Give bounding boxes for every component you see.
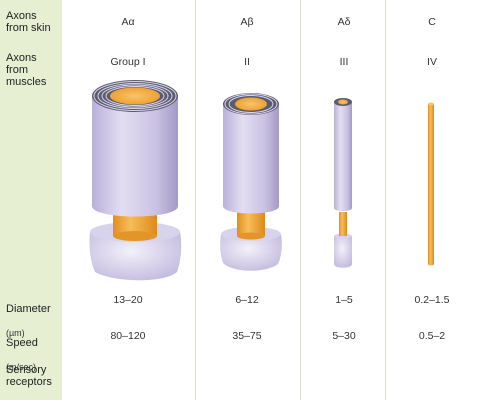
axon-cross-section (428, 102, 434, 106)
diameter-label: Diameter (6, 303, 51, 315)
diameter-unit: (µm) (6, 328, 25, 338)
axon-segment-bottom (237, 232, 265, 240)
myelin-node-segment (220, 234, 282, 271)
myelin-layer-ring (228, 95, 274, 113)
col-a-delta-muscle: III (339, 56, 349, 68)
row-label-column (0, 0, 62, 400)
myelin-layer-ring (224, 93, 278, 115)
row-label-axons-skin: Axons from skin (6, 10, 51, 34)
row-label-diameter: Diameter (µm) (6, 291, 51, 339)
fiber-a-alpha (89, 80, 182, 281)
unmyelinated-axon (428, 104, 434, 266)
axon-cross-section (338, 99, 348, 105)
myelin-layer-ring (105, 86, 165, 106)
myelin-sheath (92, 96, 178, 217)
axon-segment (237, 212, 265, 236)
axon-cross-section (110, 87, 160, 105)
col-a-delta-skin: Aδ (337, 16, 351, 28)
axon-segment (339, 212, 347, 236)
myelin-layer-ring (97, 83, 173, 109)
col-a-beta-diameter: 6–12 (235, 294, 259, 306)
column-divider (195, 0, 196, 400)
col-a-alpha-muscle: Group I (110, 56, 146, 68)
row-label-axons-muscles: Axons from muscles (6, 52, 47, 88)
myelin-sheath (223, 104, 279, 214)
row-label-sensory-receptors: Sensory receptors (6, 364, 52, 388)
axon-cross-section (235, 97, 267, 111)
col-c-diameter: 0.2–1.5 (414, 294, 450, 306)
axon-segment-bottom (113, 231, 157, 241)
fiber-c (428, 102, 434, 266)
speed-unit: (m/sec) (6, 362, 36, 372)
column-divider (300, 0, 301, 400)
col-c-muscle: IV (427, 56, 437, 68)
col-c-speed: 0.5–2 (418, 330, 446, 342)
fiber-a-beta (220, 93, 282, 271)
row-label-speed: Speed (m/sec) (6, 325, 38, 373)
myelin-layer-ring (93, 81, 177, 111)
col-c-skin: C (428, 16, 436, 28)
speed-label: Speed (6, 337, 38, 349)
col-a-alpha-speed: 80–120 (110, 330, 146, 342)
col-a-beta-muscle: II (244, 56, 250, 68)
fiber-a-delta (334, 98, 352, 268)
myelin-layer-ring (101, 84, 169, 108)
col-a-alpha-diameter: 13–20 (113, 294, 143, 306)
col-a-beta-skin: Aβ (240, 16, 254, 28)
col-a-alpha-skin: Aα (121, 16, 135, 28)
myelin-node-segment (89, 232, 182, 281)
col-a-delta-speed: 5–30 (332, 330, 356, 342)
col-a-delta-diameter: 1–5 (335, 294, 353, 306)
myelin-sheath (334, 102, 352, 211)
col-a-beta-speed: 35–75 (232, 330, 262, 342)
myelin-node-segment (334, 236, 352, 268)
column-divider (385, 0, 386, 400)
